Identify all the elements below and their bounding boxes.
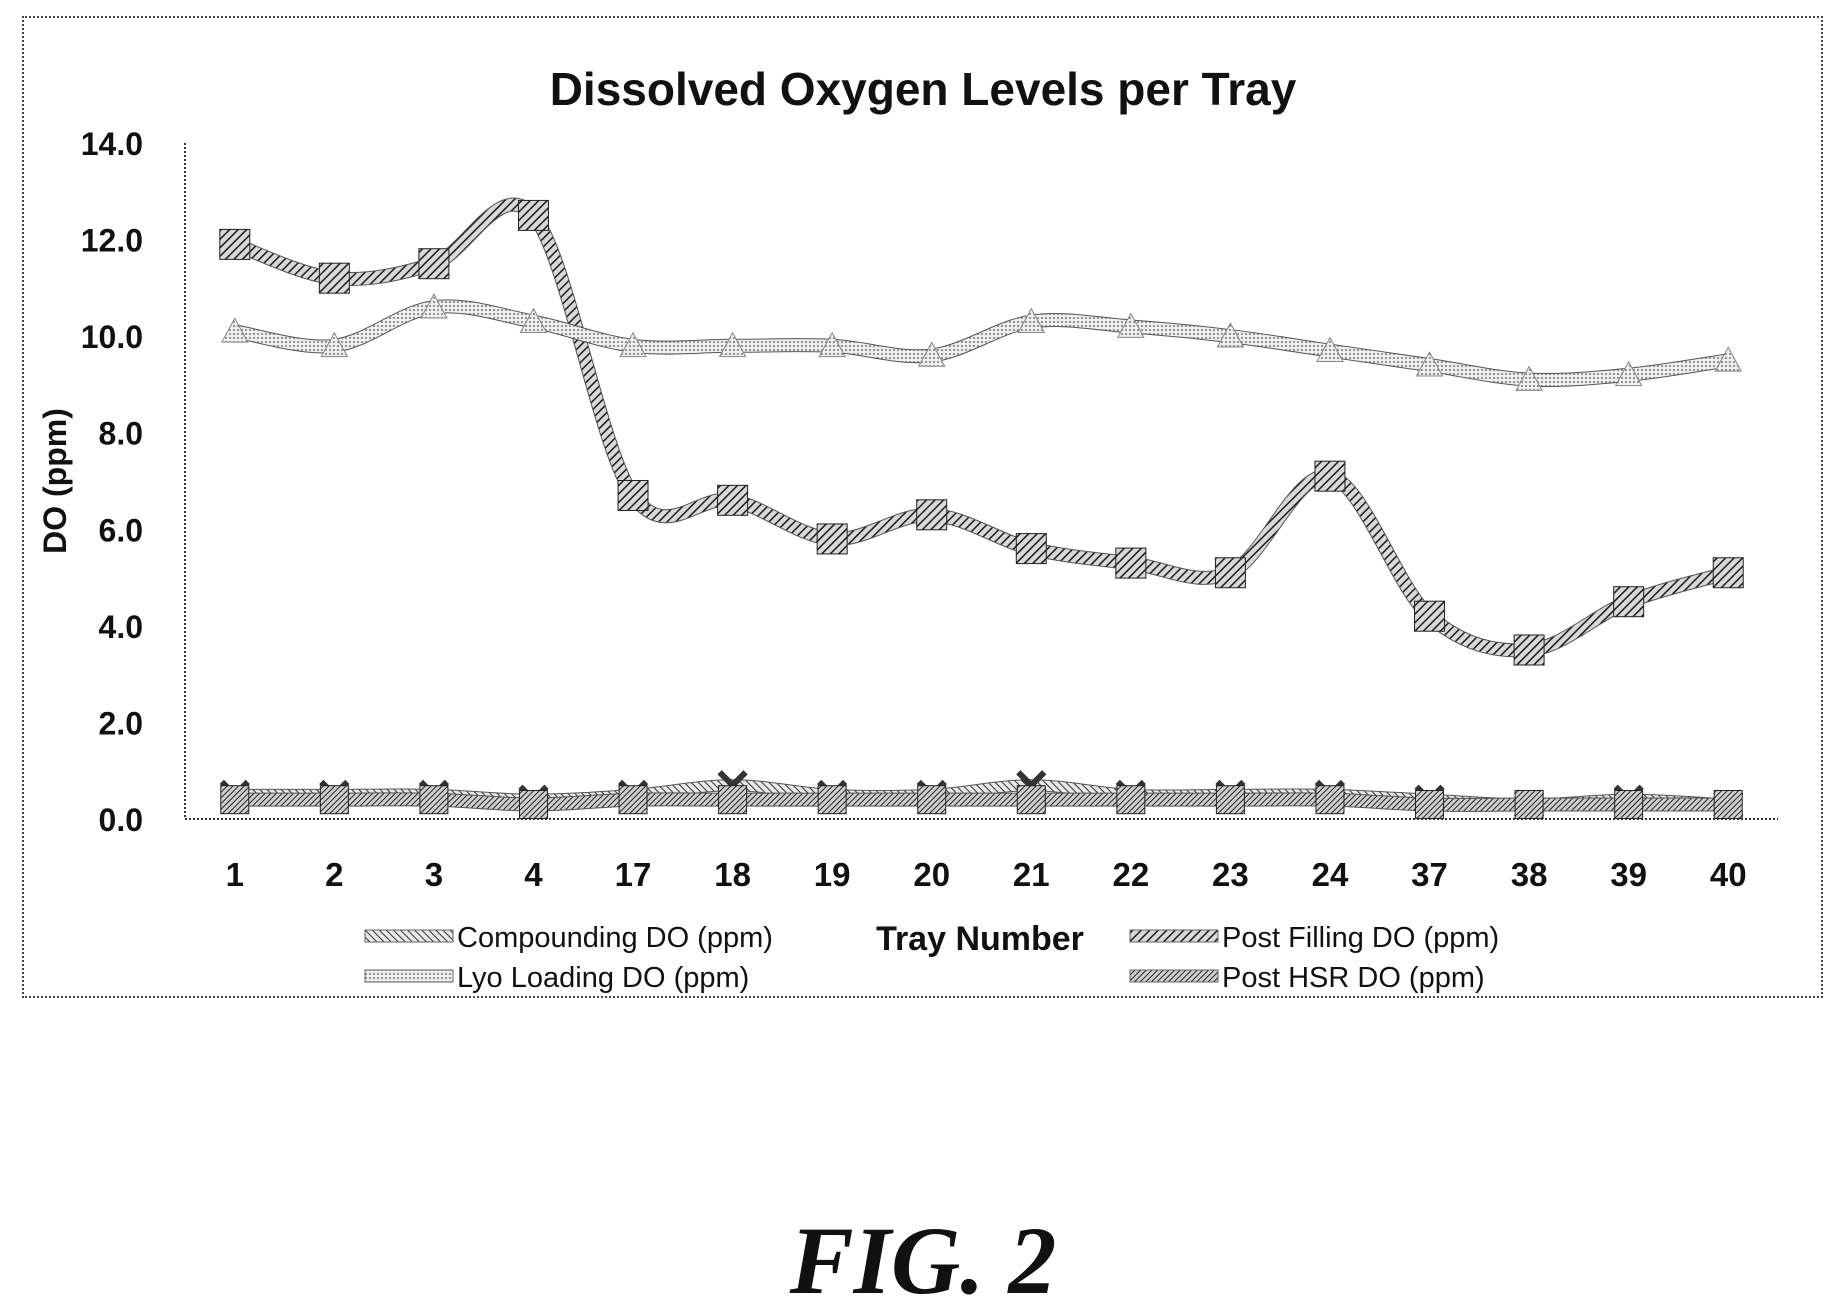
data-point bbox=[1116, 312, 1145, 338]
y-tick-label: 8.0 bbox=[99, 416, 143, 452]
x-tick-label: 2 bbox=[325, 856, 343, 893]
legend-label: Post HSR DO (ppm) bbox=[1222, 962, 1485, 994]
data-point bbox=[1714, 346, 1743, 372]
x-tick-label: 23 bbox=[1212, 856, 1249, 893]
data-point bbox=[1614, 790, 1644, 820]
data-point bbox=[219, 228, 251, 260]
data-point bbox=[1315, 785, 1345, 815]
data-point bbox=[817, 785, 847, 815]
y-tick-label: 4.0 bbox=[99, 609, 143, 645]
data-point bbox=[617, 479, 649, 511]
series-line bbox=[234, 793, 1729, 811]
figure-caption: FIG. 2 bbox=[789, 1207, 1057, 1314]
data-point bbox=[1215, 785, 1245, 815]
legend-label: Lyo Loading DO (ppm) bbox=[457, 962, 749, 994]
data-point bbox=[419, 785, 449, 815]
y-axis-title: DO (ppm) bbox=[37, 408, 73, 554]
data-point bbox=[1513, 634, 1545, 666]
data-point bbox=[1017, 307, 1046, 333]
y-tick-label: 14.0 bbox=[81, 126, 143, 162]
data-point bbox=[1115, 547, 1147, 579]
data-point bbox=[1015, 533, 1047, 565]
data-point bbox=[718, 331, 747, 358]
x-tick-label: 40 bbox=[1710, 856, 1747, 893]
data-point bbox=[917, 341, 946, 367]
data-point bbox=[816, 523, 848, 555]
data-point bbox=[1414, 600, 1446, 632]
y-tick-label: 6.0 bbox=[99, 512, 143, 548]
x-tick-label: 1 bbox=[226, 856, 244, 893]
legend-label: Compounding DO (ppm) bbox=[457, 922, 773, 954]
x-tick-label: 4 bbox=[524, 856, 543, 893]
chart-frame bbox=[22, 16, 1823, 998]
labels-layer: 0.02.04.06.08.010.012.014.01 2 3 4 17 18 19 20 2… bbox=[37, 126, 1747, 958]
data-point bbox=[418, 248, 450, 280]
data-point bbox=[1613, 586, 1645, 618]
data-point bbox=[1415, 790, 1445, 820]
legend-label: Post Filling DO (ppm) bbox=[1222, 922, 1499, 954]
data-point bbox=[1515, 365, 1543, 391]
x-tick-label: 24 bbox=[1312, 856, 1349, 893]
data-point bbox=[916, 499, 948, 531]
data-point bbox=[1314, 460, 1346, 492]
data-point bbox=[917, 785, 947, 815]
data-point bbox=[1116, 785, 1146, 815]
data-point bbox=[220, 785, 250, 815]
data-point bbox=[1216, 322, 1245, 348]
data-point bbox=[318, 262, 350, 294]
legend: Compounding DO (ppm) Post Filling DO (ppm… bbox=[364, 922, 1499, 994]
data-point bbox=[1514, 790, 1544, 820]
data-point bbox=[1415, 351, 1444, 377]
axes-group bbox=[184, 143, 1778, 820]
x-tick-label: 17 bbox=[615, 856, 652, 893]
data-point bbox=[618, 785, 648, 815]
legend-swatch bbox=[364, 929, 454, 943]
y-tick-label: 10.0 bbox=[81, 319, 143, 355]
data-point bbox=[717, 484, 749, 516]
series-line bbox=[232, 198, 1730, 657]
data-point bbox=[220, 317, 249, 343]
data-point bbox=[1016, 785, 1046, 815]
legend-swatch bbox=[1129, 929, 1219, 943]
legend-swatch bbox=[1129, 969, 1219, 983]
x-tick-label: 39 bbox=[1610, 856, 1647, 893]
data-point bbox=[420, 293, 448, 319]
data-point bbox=[1316, 336, 1344, 362]
legend-swatch bbox=[364, 969, 454, 983]
legend-entry: Post HSR DO (ppm) bbox=[1129, 962, 1485, 994]
data-point bbox=[320, 331, 349, 358]
data-point bbox=[718, 785, 748, 815]
x-axis-title: Tray Number bbox=[876, 920, 1084, 958]
y-tick-label: 0.0 bbox=[99, 802, 143, 838]
legend-entry: Compounding DO (ppm) bbox=[364, 922, 773, 954]
data-point bbox=[518, 790, 548, 820]
y-tick-label: 12.0 bbox=[81, 223, 143, 259]
series-line bbox=[233, 300, 1730, 387]
data-point bbox=[517, 199, 549, 231]
data-point bbox=[1713, 790, 1743, 820]
y-tick-label: 2.0 bbox=[99, 705, 143, 741]
data-point bbox=[1712, 557, 1744, 589]
data-point bbox=[818, 331, 846, 358]
chart-title: Dissolved Oxygen Levels per Tray bbox=[549, 63, 1297, 115]
series-line-outline bbox=[232, 197, 1731, 658]
data-point bbox=[1214, 557, 1246, 589]
data-point bbox=[1614, 360, 1643, 387]
x-tick-label: 21 bbox=[1013, 856, 1050, 893]
x-tick-label: 22 bbox=[1112, 856, 1149, 893]
series-layer bbox=[219, 197, 1744, 820]
x-tick-label: 20 bbox=[913, 856, 950, 893]
x-tick-label: 19 bbox=[814, 856, 851, 893]
x-tick-label: 38 bbox=[1511, 856, 1548, 893]
data-point bbox=[519, 307, 548, 333]
x-tick-label: 3 bbox=[425, 856, 443, 893]
x-tick-label: 18 bbox=[714, 856, 751, 893]
data-point bbox=[619, 331, 647, 358]
x-tick-label: 37 bbox=[1411, 856, 1448, 893]
legend-entry: Lyo Loading DO (ppm) bbox=[364, 962, 749, 994]
legend-entry: Post Filling DO (ppm) bbox=[1129, 922, 1499, 954]
data-point bbox=[319, 785, 349, 815]
